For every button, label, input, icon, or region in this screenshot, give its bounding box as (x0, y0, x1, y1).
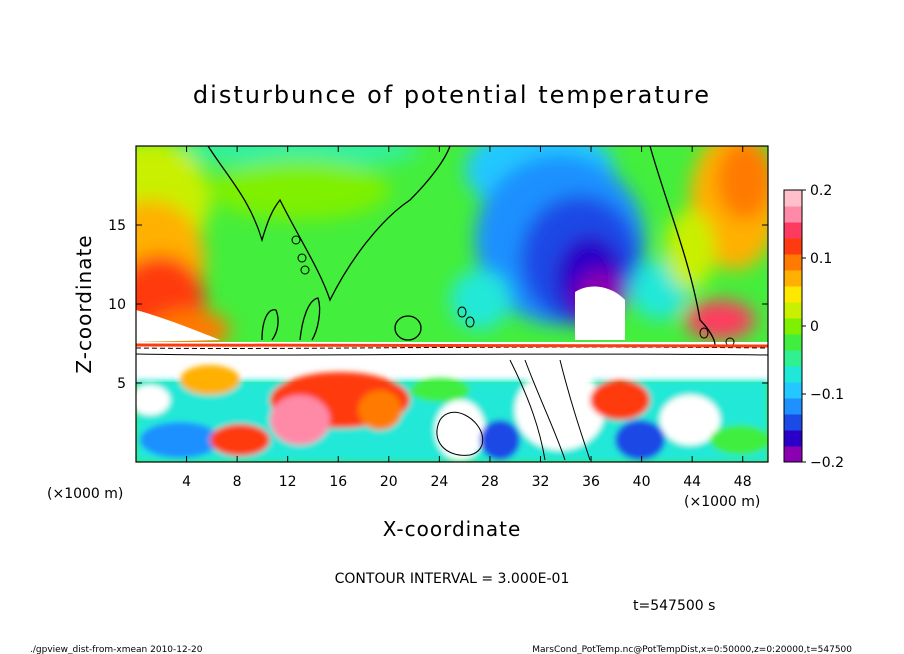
y-tick-label: 5 (117, 376, 126, 392)
x-tick-label: 32 (532, 474, 550, 490)
x-tick-label: 20 (380, 474, 398, 490)
colorbar-swatch (784, 350, 802, 367)
x-tick-label: 48 (734, 474, 752, 490)
chart-title: disturbunce of potential temperature (193, 81, 711, 109)
y-tick-label: 10 (108, 297, 126, 313)
colorbar-tick-label: 0 (810, 319, 819, 335)
colorbar-ticks: 0.2 0.1 0 −0.1 −0.2 (802, 183, 844, 471)
colorbar-tick-label: 0.2 (810, 183, 832, 199)
y-unit-label: (×1000 m) (47, 486, 123, 502)
y-axis-ticks: 5 10 15 (108, 218, 768, 392)
x-tick-label: 16 (329, 474, 347, 490)
colorbar-swatch (784, 254, 802, 271)
colorbar-tick-label: 0.1 (810, 251, 832, 267)
colorbar-swatch (784, 334, 802, 351)
x-unit-label: (×1000 m) (684, 494, 760, 510)
colorbar (784, 190, 802, 463)
colorbar-swatch (784, 302, 802, 319)
colorbar-tick-label: −0.1 (810, 387, 844, 403)
x-tick-label: 36 (582, 474, 600, 490)
x-tick-label: 4 (182, 474, 191, 490)
colorbar-swatch (784, 270, 802, 287)
x-tick-label: 40 (633, 474, 651, 490)
colorbar-swatch (784, 430, 802, 447)
colorbar-swatch (784, 318, 802, 335)
colorbar-swatch (784, 398, 802, 415)
colorbar-swatch (784, 446, 802, 463)
x-tick-label: 8 (233, 474, 242, 490)
colorbar-swatch (784, 366, 802, 383)
y-axis-label: Z-coordinate (72, 234, 96, 373)
x-tick-label: 44 (683, 474, 701, 490)
colorbar-swatch (784, 414, 802, 431)
colorbar-swatch (784, 382, 802, 399)
colorbar-swatch (784, 238, 802, 255)
footer-right: MarsCond_PotTemp.nc@PotTempDist,x=0:5000… (532, 645, 852, 654)
x-tick-label: 24 (430, 474, 448, 490)
colorbar-swatch (784, 190, 802, 207)
contour-interval: CONTOUR INTERVAL = 3.000E-01 (335, 571, 570, 587)
heatmap-field (136, 146, 768, 462)
x-tick-label: 12 (279, 474, 297, 490)
colorbar-swatch (784, 206, 802, 223)
x-axis-label: X-coordinate (383, 517, 522, 541)
colorbar-tick-label: −0.2 (810, 455, 844, 471)
y-tick-label: 15 (108, 218, 126, 234)
colorbar-swatch (784, 286, 802, 303)
colorbar-swatch (784, 222, 802, 239)
time-label: t=547500 s (633, 598, 715, 614)
footer-left: ./gpview_dist-from-xmean 2010-12-20 (30, 645, 203, 654)
x-axis-ticks: 4 8 12 16 20 24 28 32 36 40 44 48 (182, 146, 752, 490)
x-tick-label: 28 (481, 474, 499, 490)
